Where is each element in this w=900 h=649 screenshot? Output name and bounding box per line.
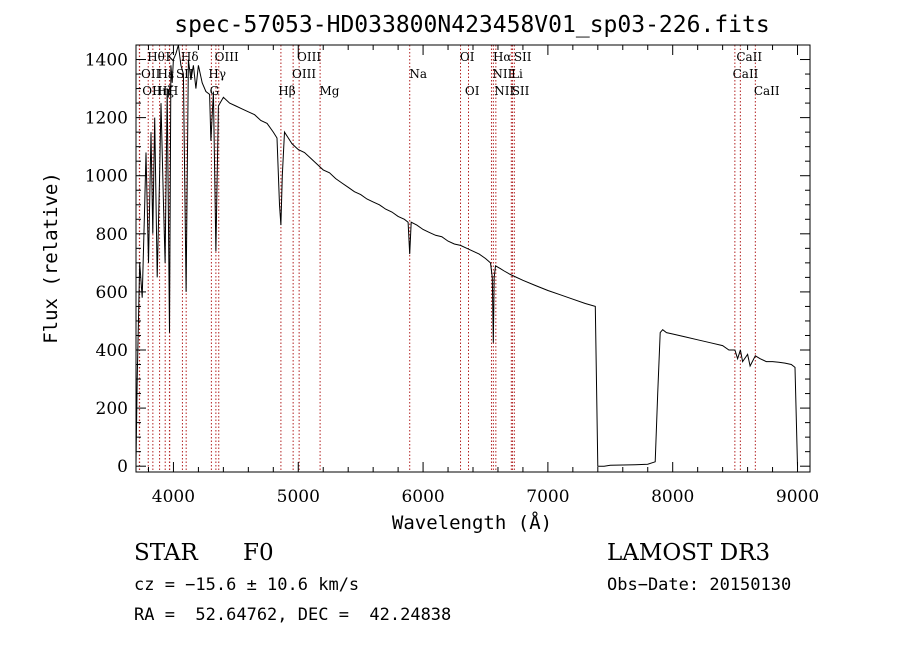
line-label-oiii: OIII — [292, 67, 316, 81]
observation-date: Obs−Date: 20150130 — [607, 575, 791, 595]
line-label-nii: NII — [494, 84, 514, 98]
line-label-k: K — [165, 50, 175, 64]
line-label-hδ: Hδ — [181, 50, 199, 64]
line-label-oi: OI — [465, 84, 480, 98]
redshift-cz: cz = −15.6 ± 10.6 km/s — [134, 575, 359, 595]
line-label-oii: OII — [141, 67, 161, 81]
x-axis-label: Wavelength (Å) — [392, 511, 552, 534]
line-label-hθ: Hθ — [147, 50, 165, 64]
x-tick-label: 8000 — [651, 487, 694, 507]
line-label-hβ: Hβ — [278, 84, 295, 98]
line-label-caii: CaII — [733, 67, 759, 81]
plot-frame — [135, 44, 811, 473]
survey-name: LAMOST DR3 — [607, 540, 770, 566]
line-label-oiii: OIII — [215, 50, 239, 64]
x-tick-label: 6000 — [401, 487, 444, 507]
y-tick-label: 600 — [96, 283, 128, 303]
y-tick-label: 400 — [96, 341, 128, 361]
line-label-nii: NII — [492, 67, 512, 81]
y-tick-label: 1400 — [85, 51, 128, 71]
line-label-caii: CaII — [736, 50, 762, 64]
x-tick-label: 5000 — [277, 487, 320, 507]
line-label-hα: Hα — [493, 50, 512, 64]
line-label-li: Li — [511, 67, 523, 81]
line-label-sii: SII — [514, 50, 532, 64]
y-tick-label: 800 — [96, 225, 128, 245]
x-tick-label: 7000 — [526, 487, 569, 507]
object-class: STAR — [134, 540, 198, 566]
y-tick-label: 0 — [117, 457, 128, 477]
line-label-na: Na — [409, 67, 427, 81]
x-tick-label: 4000 — [152, 487, 195, 507]
ra-dec-coordinates: RA = 52.64762, DEC = 42.24838 — [134, 605, 451, 625]
y-tick-label: 1000 — [85, 167, 128, 187]
y-tick-label: 200 — [96, 399, 128, 419]
flux-series-line — [135, 44, 798, 467]
line-label-hζ: Hζ — [157, 84, 174, 98]
axis-ticks: 4000 5000 6000 7000 8000 9000 0 200 400 600 800 100… — [85, 45, 819, 507]
line-label-mg: Mg — [319, 84, 339, 98]
line-label-oiii: OIII — [297, 50, 321, 64]
y-axis-label: Flux (relative) — [40, 172, 62, 344]
line-label-g: G — [210, 84, 220, 98]
y-tick-label: 1200 — [85, 109, 128, 129]
object-subclass: F0 — [243, 540, 274, 566]
line-label-hγ: Hγ — [208, 67, 226, 81]
x-tick-label: 9000 — [776, 487, 819, 507]
line-label-sii: SII — [512, 84, 530, 98]
line-label-oii: OII — [142, 84, 162, 98]
line-label-hε: Hε — [157, 67, 174, 81]
line-label-hη: Hη — [152, 84, 170, 98]
chart-title: spec-57053-HD033800N423458V01_sp03-226.f… — [174, 12, 769, 38]
line-label-h: H — [168, 84, 178, 98]
spectral-line-markers — [138, 45, 756, 472]
line-label-oi: OI — [460, 50, 475, 64]
line-label-caii: CaII — [754, 84, 780, 98]
